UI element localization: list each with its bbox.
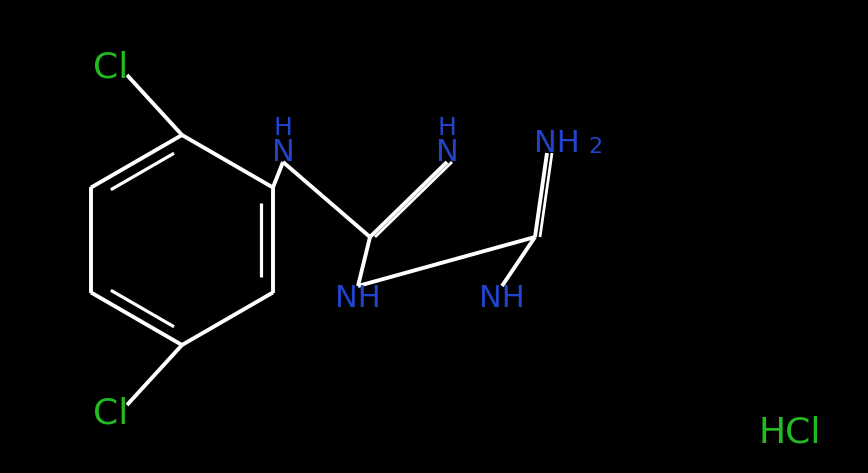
Text: Cl: Cl [94, 50, 128, 84]
Text: NH: NH [479, 283, 525, 313]
Text: N: N [272, 138, 294, 166]
Text: Cl: Cl [94, 396, 128, 430]
Text: HCl: HCl [759, 415, 821, 449]
Text: H: H [273, 116, 293, 140]
Text: NH: NH [534, 129, 580, 158]
Text: H: H [437, 116, 457, 140]
Text: NH: NH [335, 283, 381, 313]
Text: 2: 2 [588, 137, 602, 157]
Text: N: N [436, 138, 458, 166]
